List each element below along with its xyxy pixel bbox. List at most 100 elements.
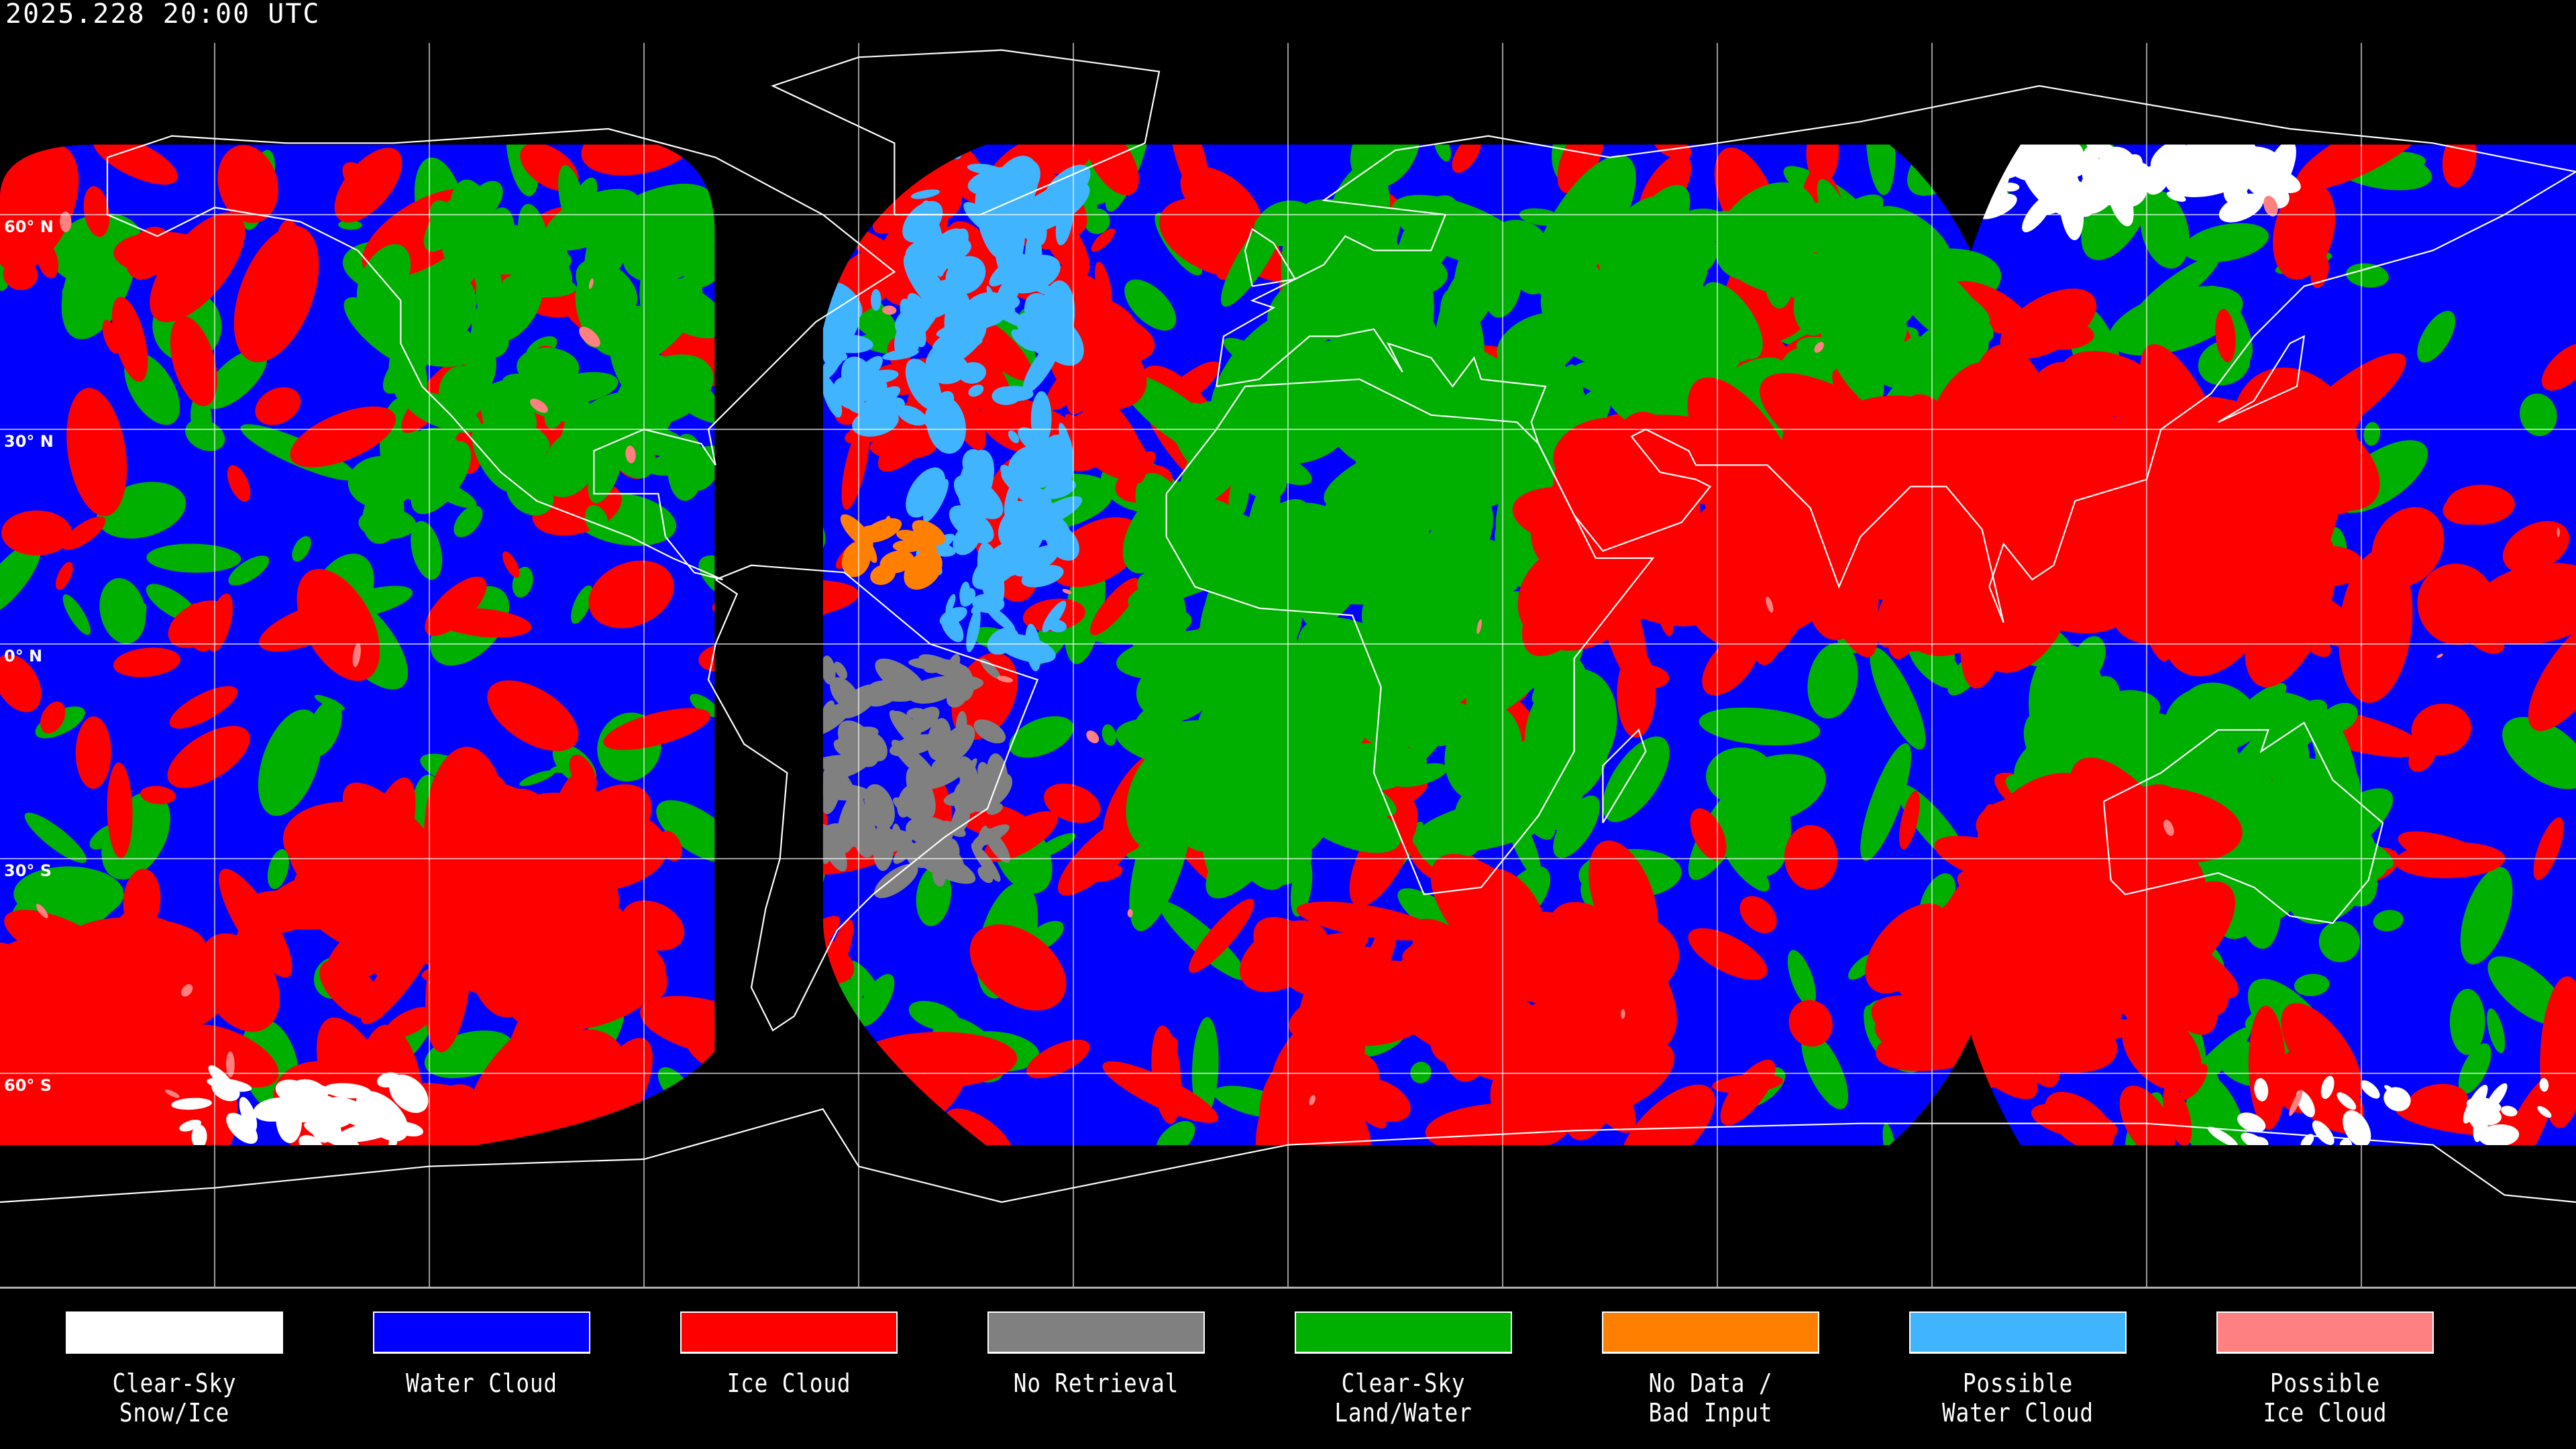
cloud-patch [2502, 521, 2570, 574]
cloud-patch [111, 297, 148, 382]
cloud-patch [2209, 489, 2307, 515]
cloud-patch [667, 213, 691, 248]
cloud-patch [519, 770, 555, 786]
cloud-patch [2037, 953, 2097, 987]
cloud-patch [1806, 144, 1839, 184]
cloud-patch [314, 694, 345, 711]
cloud-patch [2346, 263, 2390, 288]
cloud-patch [1801, 1030, 1849, 1110]
legend-item: No Retrieval [987, 1311, 1205, 1398]
cloud-patch [24, 812, 87, 863]
cloud-patch [725, 916, 841, 1010]
cloud-patch [99, 578, 146, 644]
cloud-patch [1410, 1061, 1432, 1083]
cloud-patch [1807, 643, 1858, 719]
cloud-patch [2267, 718, 2310, 797]
cloud-patch [2220, 421, 2329, 492]
cloud-patch [1102, 1061, 1219, 1123]
cloud-patch [338, 219, 362, 230]
cloud-patch [2411, 703, 2471, 756]
cloud-patch [543, 354, 580, 411]
cloud-patch [2045, 1091, 2114, 1145]
cloud-patch [93, 144, 178, 185]
cloud-patch [435, 608, 532, 638]
cloud-patch [969, 924, 1067, 1011]
cloud-patch [1878, 248, 1919, 324]
cloud-patch [2296, 545, 2365, 586]
cloud-patch [2023, 320, 2094, 350]
cloud-patch [2167, 569, 2286, 664]
cloud-patch [1491, 349, 1546, 463]
cloud-patch [686, 1014, 721, 1042]
cloud-patch [1542, 325, 1587, 376]
cloud-patch [722, 158, 754, 188]
cloud-patch [1081, 863, 1123, 882]
cloud-patch [19, 955, 108, 1039]
cloud-patch [227, 465, 251, 502]
cloud-patch [1427, 441, 1529, 511]
cloud-patch [1553, 795, 1600, 859]
cloud-patch [1322, 470, 1378, 532]
cloud-patch [2458, 1043, 2491, 1094]
cloud-patch [1723, 841, 1770, 892]
cloud-patch [945, 1108, 1014, 1145]
cloud-patch [2502, 716, 2576, 790]
cloud-patch [1299, 199, 1397, 257]
cloud-patch [1866, 144, 1896, 195]
cloud-patch [56, 561, 73, 590]
cloud-patch [167, 726, 250, 788]
legend-label: No Data / Bad Input [1648, 1368, 1773, 1428]
cloud-patch [2277, 867, 2316, 888]
cloud-patch [2183, 223, 2269, 263]
cloud-patch [170, 316, 217, 407]
cloud-patch [2198, 340, 2251, 386]
cloud-patch [1377, 655, 1448, 718]
cloud-patch [1602, 736, 1670, 822]
cloud-patch [292, 536, 311, 562]
cloud-patch [1959, 392, 2100, 562]
cloud-patch [150, 212, 246, 323]
cloud-patch [1677, 213, 1713, 262]
cloud-patch [1612, 184, 1690, 287]
cloud-patch [2296, 144, 2431, 191]
cloud-patch [841, 421, 870, 510]
cloud-patch [615, 354, 714, 427]
cloud-patch [2487, 956, 2567, 1025]
cloud-patch [2073, 690, 2119, 739]
cloud-patch [1899, 790, 1920, 850]
legend-label: Water Cloud [406, 1368, 557, 1398]
cloud-patch [468, 180, 503, 219]
cloud-patch [1688, 928, 1768, 980]
cloud-patch [1210, 313, 1305, 427]
cloud-patch [83, 186, 110, 237]
cloud-patch [585, 505, 609, 537]
cloud-patch [603, 708, 710, 750]
legend-item: Ice Cloud [680, 1311, 898, 1398]
cloud-patch [1701, 282, 1763, 360]
cloud-patch [1817, 178, 1860, 265]
cloud-patch [1599, 461, 1650, 505]
cloud-patch [146, 543, 241, 573]
cloud-patch [1505, 806, 1542, 879]
legend-label: Possible Water Cloud [1942, 1368, 2094, 1428]
cloud-patch [2273, 181, 2336, 280]
cloud-patch [2331, 767, 2361, 834]
lat-label-30n: 30° N [4, 432, 54, 451]
cloud-patch [2215, 309, 2236, 362]
cloud-patch [1369, 319, 1440, 352]
cloud-patch [340, 847, 416, 883]
cloud-patch [1434, 144, 1451, 162]
legend-divider [0, 1287, 2576, 1289]
cloud-patch [255, 387, 301, 425]
legend-swatch [1602, 1311, 1819, 1354]
cloud-patch [382, 314, 480, 367]
cloud-patch [2294, 973, 2330, 996]
cloud-patch [1519, 208, 1562, 226]
cloud-patch [746, 392, 806, 476]
cloud-patch [267, 849, 289, 890]
cloud-patch [716, 1017, 803, 1075]
cloud-patch [641, 237, 669, 270]
cloud-patch [1784, 824, 1838, 890]
cloud-patch [508, 900, 623, 1026]
cloud-patch [1274, 340, 1385, 406]
